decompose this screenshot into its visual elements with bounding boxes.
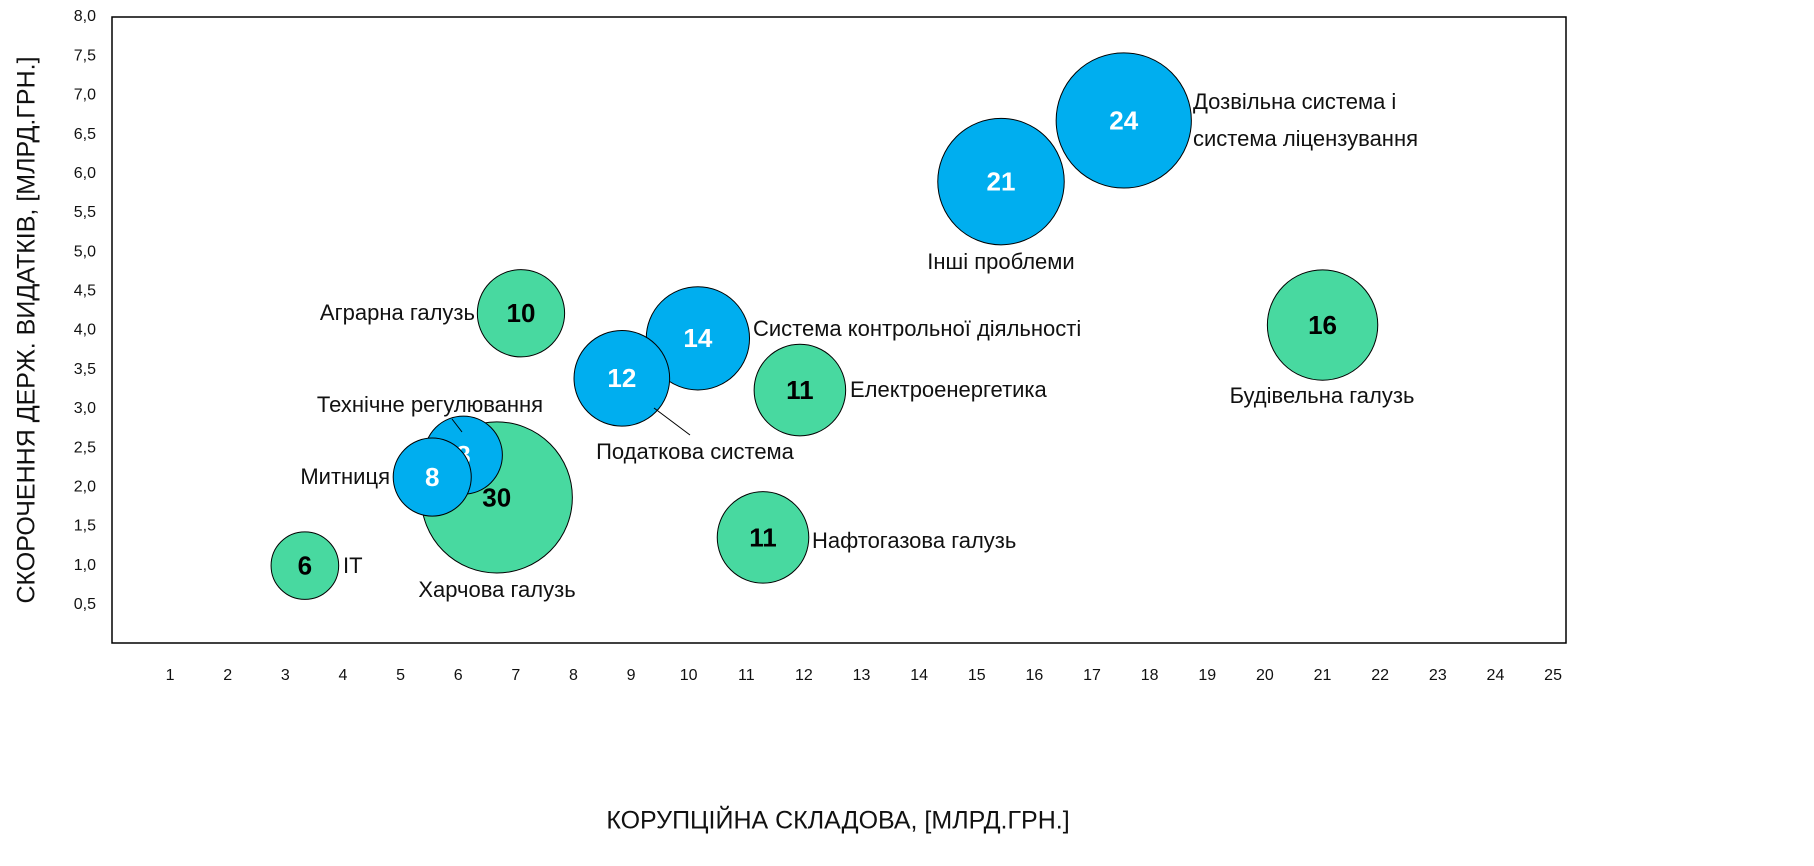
x-tick-label: 7 [511,667,520,684]
y-axis-title: СКОРОЧЕННЯ ДЕРЖ. ВИДАТКІВ, [МЛРД.ГРН.] [13,56,41,603]
x-tick-label: 2 [223,667,232,684]
bubble-value: 6 [298,551,312,581]
x-tick-label: 15 [968,667,986,684]
leader-line [451,418,463,433]
point-label: Система контрольної діяльності [753,316,1081,341]
y-tick-label: 5,5 [74,204,96,221]
bubble [1055,52,1192,189]
x-tick-label: 25 [1544,667,1562,684]
leader-line [653,407,691,436]
y-tick-label: 8,0 [74,8,96,25]
x-axis-title: КОРУПЦІЙНА СКЛАДОВА, [МЛРД.ГРН.] [606,805,1069,835]
point-label: Нафтогазова галузь [812,528,1016,553]
y-tick-label: 6,5 [74,126,96,143]
point-label: Дозвільна система і [1193,89,1396,114]
y-tick-label: 4,5 [74,283,96,300]
plot-frame [111,16,1567,644]
x-tick-label: 23 [1429,667,1447,684]
x-tick-label: 1 [166,667,175,684]
bubble-value: 10 [507,298,536,328]
bubble-value: 30 [482,482,511,512]
point-label: Технічне регулювання [317,392,543,417]
y-tick-label: 2,5 [74,439,96,456]
bubble [753,343,847,437]
point-label: Електроенергетика [850,377,1048,402]
bubble-value: 11 [786,375,814,405]
x-tick-label: 18 [1141,667,1159,684]
point-label: Будівельна галузь [1230,383,1415,408]
point-label: Митниця [300,464,390,489]
bubble-value: 21 [987,166,1016,196]
point-label: IT [343,553,363,578]
bubble [270,531,340,600]
y-tick-label: 3,5 [74,361,96,378]
bubble-value: 24 [1109,105,1138,135]
bubble [937,117,1065,246]
x-tick-label: 24 [1487,667,1505,684]
y-tick-label: 0,5 [74,596,96,613]
y-tick-label: 7,0 [74,87,96,104]
bubble [573,330,671,427]
bubble-value: 12 [607,363,636,393]
x-tick-label: 14 [910,667,928,684]
x-tick-label: 10 [680,667,698,684]
x-tick-label: 9 [627,667,636,684]
x-tick-label: 4 [338,667,347,684]
y-tick-label: 3,0 [74,400,96,417]
bubble [716,491,810,584]
bubble [1266,269,1379,381]
y-tick-label: 1,5 [74,518,96,535]
bubble [392,437,472,517]
x-tick-label: 17 [1083,667,1101,684]
x-tick-label: 22 [1371,667,1389,684]
x-tick-label: 11 [738,667,755,684]
point-label: Аграрна галузь [320,300,475,325]
x-tick-label: 12 [795,667,813,684]
bubble-value: 14 [683,323,712,353]
bubble-value: 11 [749,522,777,552]
x-tick-label: 13 [853,667,871,684]
x-tick-label: 21 [1314,667,1332,684]
y-tick-label: 6,0 [74,165,96,182]
y-tick-label: 2,0 [74,478,96,495]
bubble [476,269,566,358]
point-label: Податкова система [596,439,795,464]
point-label: Харчова галузь [418,577,575,602]
bubble-value: 8 [425,462,439,492]
bubble-value: 16 [1308,310,1337,340]
x-tick-label: 3 [281,667,290,684]
x-tick-label: 8 [569,667,578,684]
y-tick-label: 5,0 [74,243,96,260]
y-tick-label: 1,0 [74,557,96,574]
x-tick-label: 5 [396,667,405,684]
x-tick-label: 19 [1198,667,1216,684]
point-label: Інші проблеми [927,249,1074,274]
x-tick-label: 16 [1026,667,1044,684]
x-tick-label: 6 [454,667,463,684]
y-tick-label: 4,0 [74,322,96,339]
point-label: система ліцензування [1193,126,1418,151]
y-tick-label: 7,5 [74,47,96,64]
x-tick-label: 20 [1256,667,1274,684]
